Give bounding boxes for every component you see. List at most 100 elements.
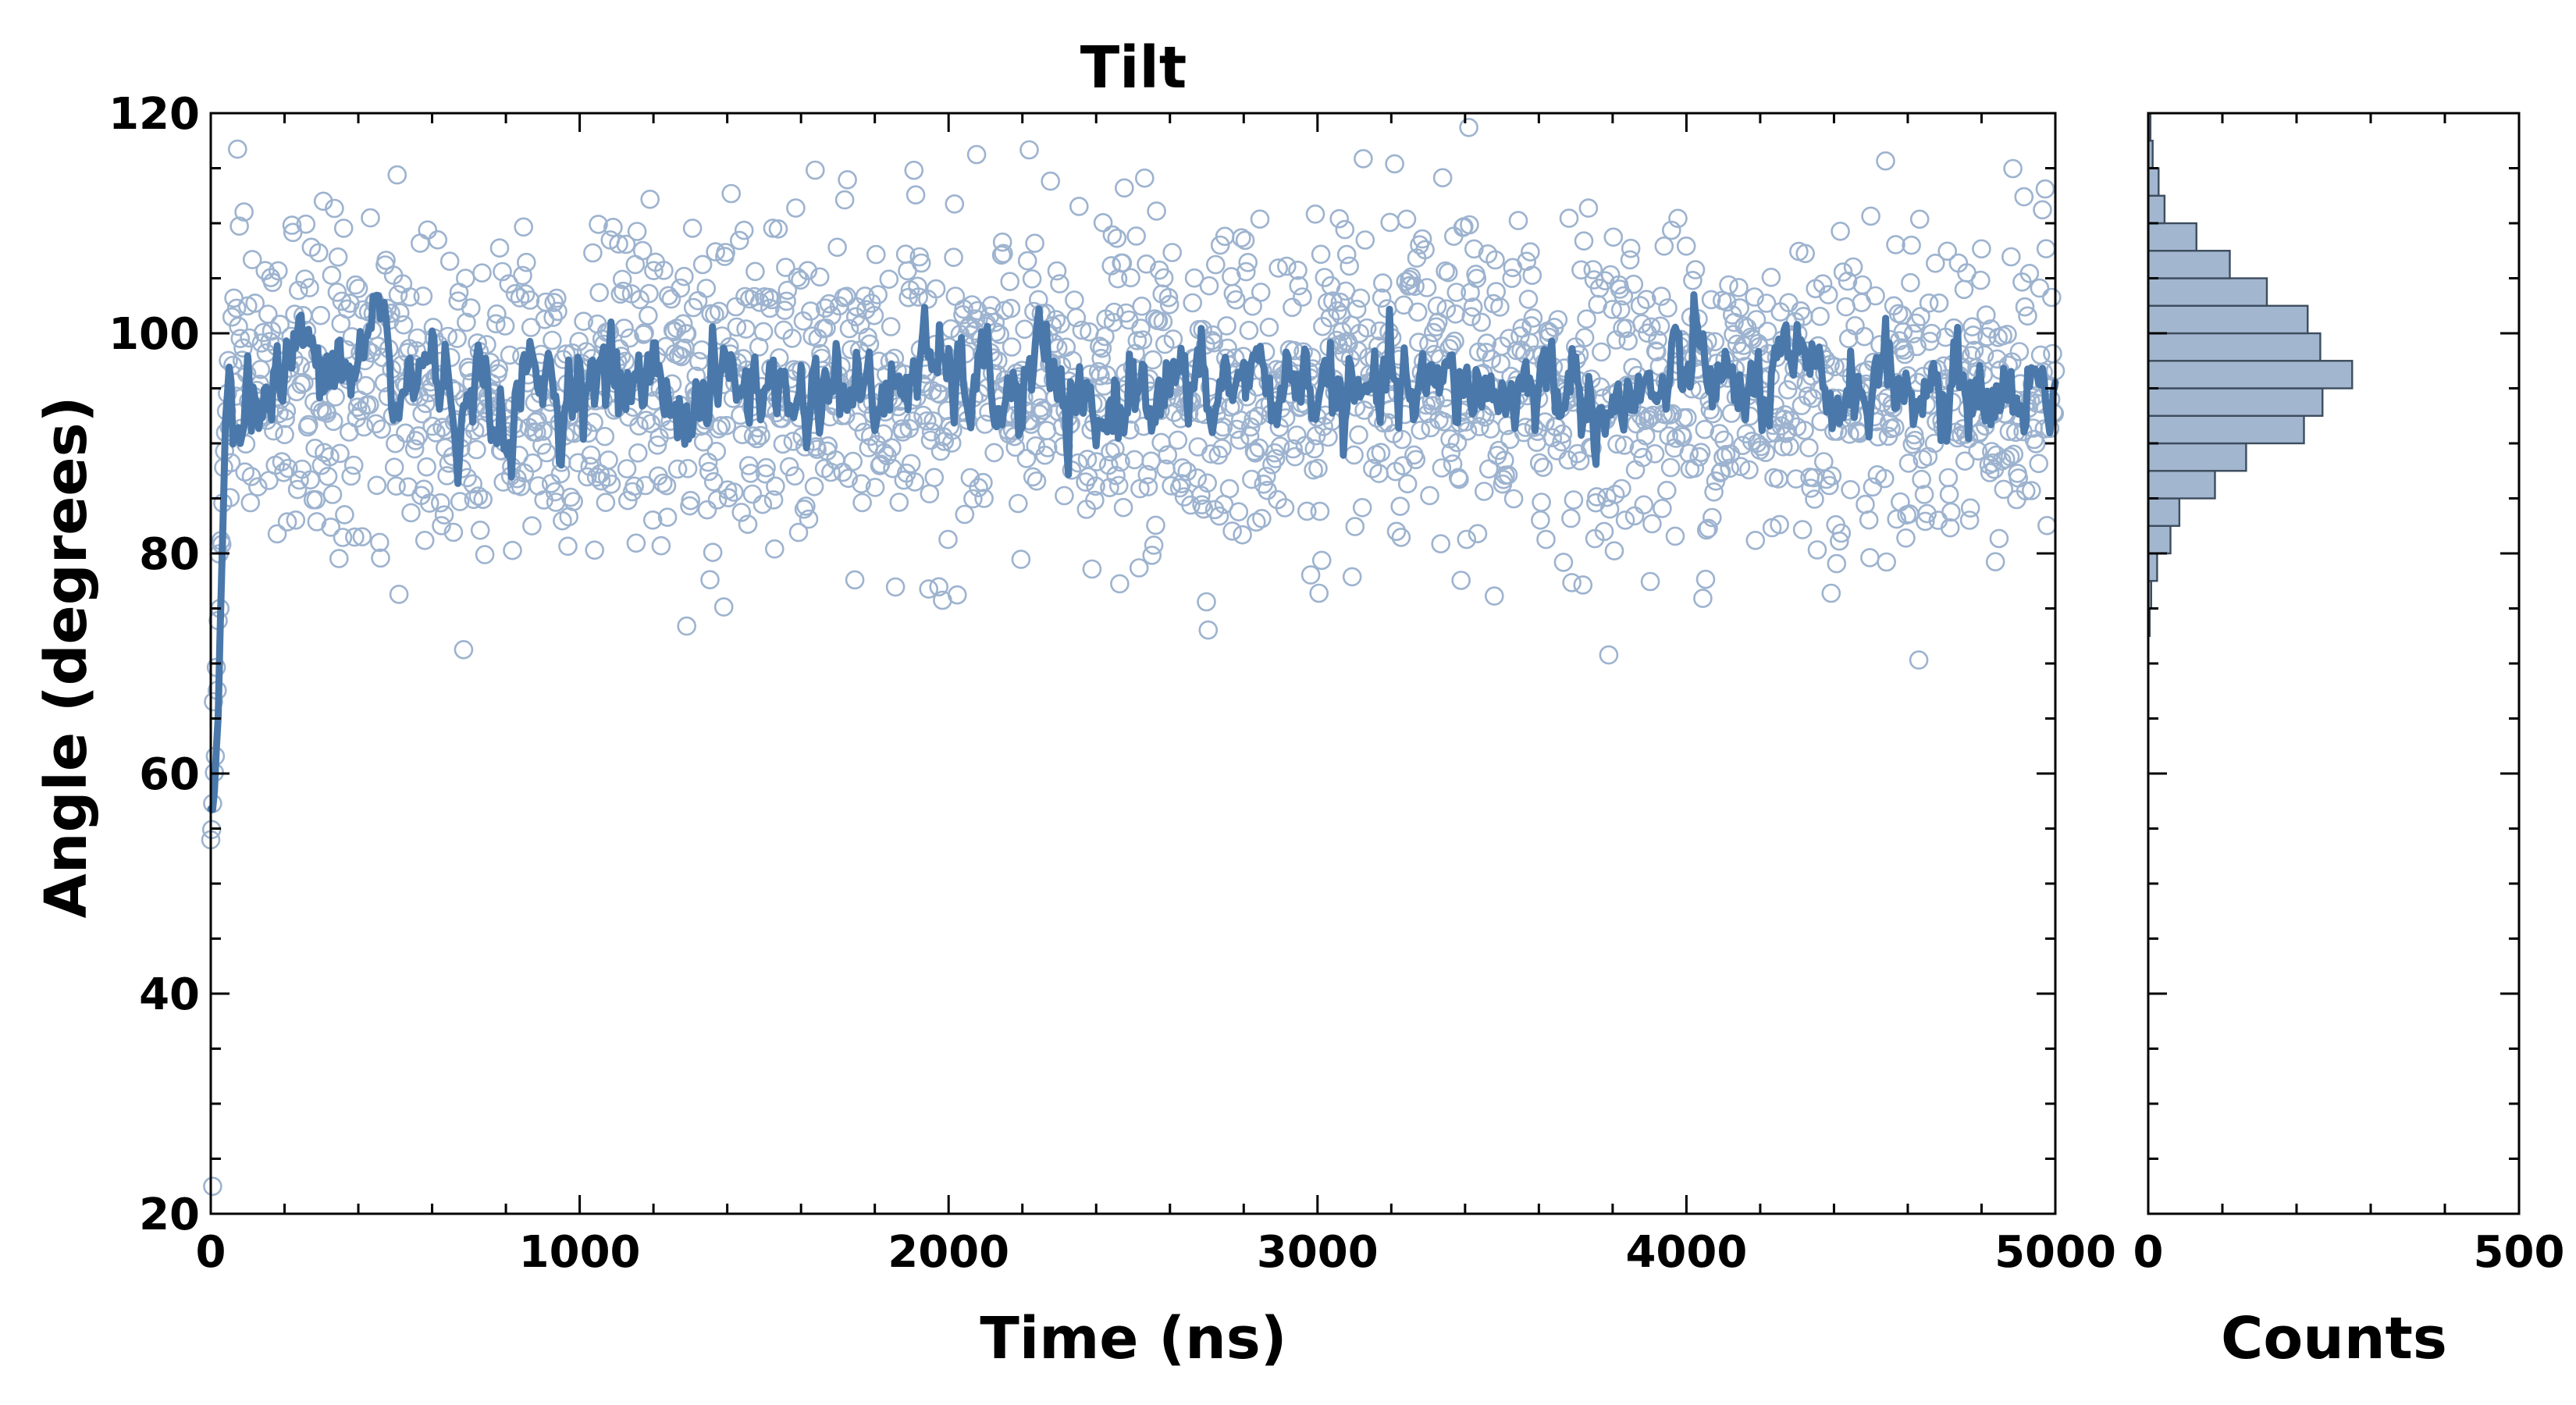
scatter-point: [1105, 302, 1124, 322]
scatter-point: [455, 269, 475, 288]
scatter-point: [467, 439, 486, 460]
scatter-point: [1229, 502, 1249, 522]
scatter-point: [1831, 523, 1852, 543]
scatter-point: [387, 165, 407, 185]
scatter-point: [1141, 451, 1161, 471]
scatter-point: [1090, 336, 1109, 356]
scatter-point: [2009, 342, 2030, 361]
scatter-point: [1050, 274, 1069, 293]
scatter-point: [955, 504, 975, 525]
scatter-point: [1354, 149, 1373, 169]
scatter-point: [327, 283, 347, 302]
scatter-point: [1919, 293, 1939, 313]
scatter-point: [843, 451, 863, 471]
scatter-point: [653, 473, 673, 493]
scatter-point: [1441, 443, 1461, 463]
scatter-point: [417, 457, 436, 477]
scatter-point: [352, 527, 372, 547]
scatter-point: [1561, 508, 1581, 528]
scatter-point: [1818, 285, 1838, 304]
scatter-point: [1599, 645, 1619, 665]
scatter-point: [1357, 318, 1377, 338]
scatter-point: [763, 219, 783, 238]
scatter-point: [816, 298, 835, 318]
scatter-point: [430, 493, 450, 513]
scatter-point: [845, 570, 865, 590]
scatter-point: [779, 457, 799, 477]
scatter-point: [1856, 494, 1875, 514]
scatter-point: [833, 462, 852, 482]
scatter-point: [1159, 294, 1179, 315]
scatter-point: [1005, 426, 1024, 446]
scatter-point: [889, 493, 909, 512]
scatter-point: [1735, 316, 1754, 336]
scatter-point: [335, 505, 354, 525]
scatter-point: [1066, 308, 1087, 328]
scatter-point: [418, 220, 438, 240]
scatter-point: [1693, 589, 1713, 608]
scatter-point: [700, 570, 720, 590]
scatter-point: [1138, 477, 1158, 496]
scatter-point: [543, 308, 563, 327]
scatter-point: [230, 329, 251, 349]
scatter-point: [1665, 526, 1685, 546]
scatter-point: [717, 415, 737, 436]
scatter-point: [1345, 517, 1365, 536]
scatter-point: [599, 450, 618, 470]
scatter-point: [734, 220, 754, 240]
scatter-point: [1605, 485, 1625, 504]
scatter-point: [1164, 402, 1184, 422]
scatter-point: [1696, 520, 1717, 540]
scatter-point: [1938, 468, 1959, 488]
scatter-point: [706, 242, 725, 261]
scatter-point: [486, 314, 506, 334]
scatter-point: [1239, 320, 1259, 340]
y-tick-label: 60: [139, 749, 200, 800]
scatter-point: [1485, 586, 1504, 606]
scatter-point: [241, 467, 262, 486]
scatter-point: [503, 540, 522, 560]
scatter-point: [2022, 481, 2041, 500]
scatter-point: [345, 527, 365, 547]
scatter-point: [974, 489, 994, 508]
scatter-point: [1659, 426, 1678, 446]
scatter-point: [1917, 503, 1937, 524]
scatter-point: [1135, 168, 1155, 188]
scatter-point: [1197, 592, 1216, 612]
scatter-point: [1699, 518, 1718, 539]
scatter-point: [992, 232, 1012, 252]
scatter-point: [1110, 574, 1130, 594]
scatter-point: [242, 250, 262, 269]
scatter-point: [1062, 350, 1083, 371]
scatter-point: [654, 261, 674, 280]
scatter-point: [948, 585, 967, 605]
scatter-point: [1009, 493, 1028, 514]
scatter-point: [692, 340, 712, 360]
histogram-bar: [2147, 552, 2158, 582]
scatter-point: [1471, 312, 1491, 333]
scatter-point: [1464, 239, 1484, 259]
scatter-point: [472, 263, 492, 283]
scatter-point: [1757, 322, 1777, 341]
scatter-point: [533, 422, 553, 441]
scatter-point: [227, 139, 247, 159]
scatter-point: [560, 487, 581, 507]
scatter-point: [583, 243, 603, 263]
scatter-point: [1720, 458, 1739, 478]
scatter-point: [1438, 262, 1458, 283]
scatter-point: [785, 466, 805, 486]
scatter-point: [1232, 228, 1251, 248]
x-tick-label: 3000: [1257, 1227, 1379, 1278]
scatter-point: [2014, 187, 2034, 207]
scatter-point: [1308, 458, 1328, 478]
scatter-point: [270, 315, 290, 334]
scatter-point: [1866, 286, 1885, 306]
histogram-bar: [2147, 525, 2172, 555]
scatter-point: [1127, 331, 1147, 350]
scatter-point: [1037, 438, 1058, 457]
histogram-bar: [2147, 332, 2322, 362]
scatter-point: [432, 516, 451, 535]
scatter-point: [1172, 458, 1192, 478]
scatter-point: [1987, 349, 2007, 369]
scatter-point: [626, 533, 646, 553]
